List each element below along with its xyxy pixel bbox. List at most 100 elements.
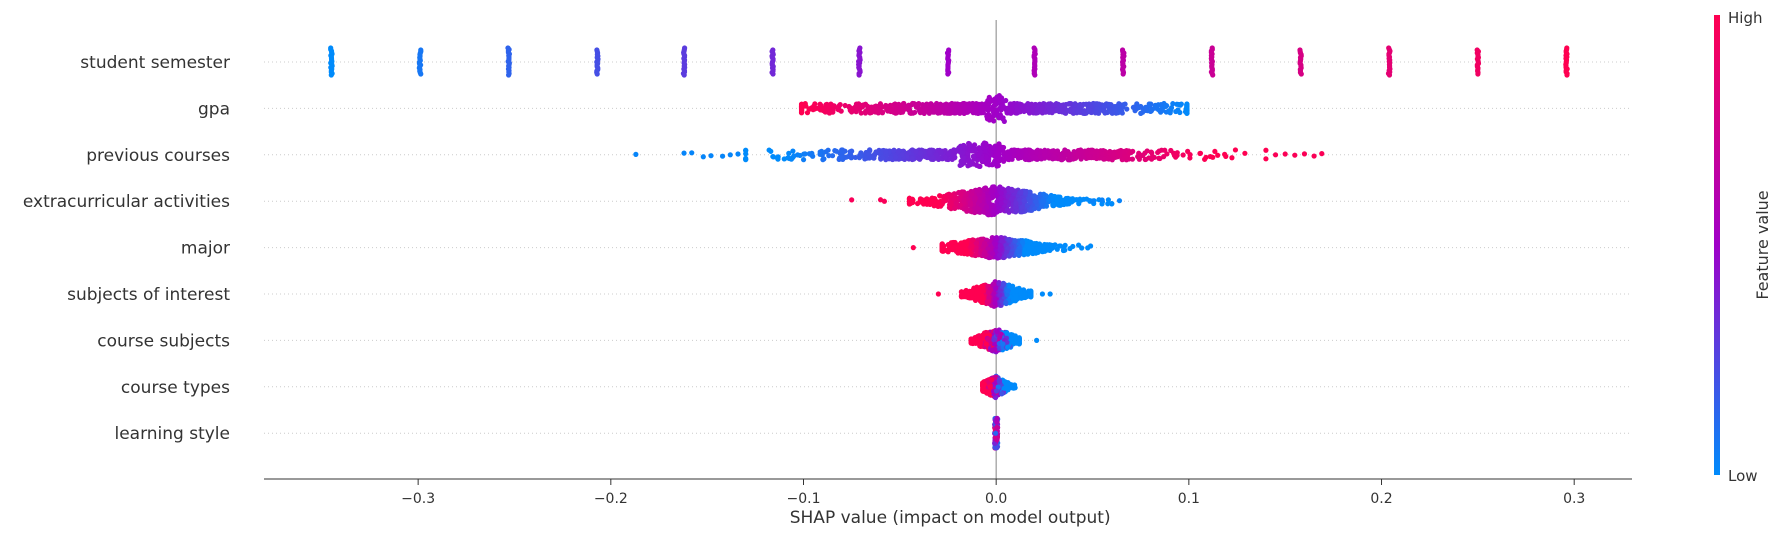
feature-label: learning style xyxy=(114,424,230,444)
shap-point xyxy=(1054,196,1060,203)
shap-point xyxy=(1040,198,1046,205)
shap-point xyxy=(976,152,982,158)
shap-point xyxy=(1177,109,1183,116)
shap-point xyxy=(945,151,951,157)
shap-point xyxy=(963,109,969,115)
shap-point xyxy=(1282,151,1288,157)
shap-point xyxy=(947,105,954,111)
feature-label: subjects of interest xyxy=(67,285,230,305)
shap-point xyxy=(1009,187,1015,194)
shap-point xyxy=(1059,201,1065,208)
shap-point xyxy=(999,238,1005,244)
shap-point xyxy=(1101,103,1107,110)
shap-point xyxy=(1032,205,1038,212)
x-tick-label: 0.2 xyxy=(1370,491,1392,507)
shap-point xyxy=(847,154,854,160)
shap-point xyxy=(890,109,897,115)
x-tick-label: −0.3 xyxy=(401,491,435,507)
shap-point xyxy=(981,252,988,259)
shap-point xyxy=(858,102,864,109)
shap-point xyxy=(1197,150,1203,157)
shap-point xyxy=(1004,330,1010,336)
shap-point xyxy=(1003,300,1009,306)
shap-point xyxy=(1080,108,1087,114)
shap-point xyxy=(994,235,1000,241)
shap-point xyxy=(826,153,832,159)
x-axis-title: SHAP value (impact on model output) xyxy=(790,508,1111,528)
shap-point xyxy=(987,254,993,261)
shap-point xyxy=(1005,245,1011,251)
shap-point xyxy=(997,112,1003,118)
shap-point xyxy=(957,202,963,208)
shap-point xyxy=(1052,242,1058,248)
shap-point xyxy=(1026,247,1032,253)
shap-point xyxy=(800,157,807,163)
shap-point xyxy=(1116,198,1123,204)
shap-point xyxy=(775,156,781,162)
shap-point xyxy=(1207,153,1213,160)
shap-point xyxy=(940,199,947,205)
shap-point xyxy=(963,247,969,253)
shap-point xyxy=(902,105,908,111)
shap-point xyxy=(743,147,749,153)
shap-point xyxy=(986,200,992,206)
shap-point xyxy=(978,106,985,113)
shap-point xyxy=(990,193,996,200)
shap-point xyxy=(984,246,991,252)
shap-point xyxy=(973,240,980,246)
shap-point xyxy=(999,186,1006,192)
shap-point xyxy=(839,154,845,160)
shap-point xyxy=(1005,344,1011,350)
shap-point xyxy=(1232,147,1239,153)
shap-point xyxy=(1039,105,1045,111)
shap-point xyxy=(871,104,877,110)
shap-point xyxy=(858,110,864,116)
shap-point xyxy=(1120,71,1126,77)
shap-point xyxy=(1055,201,1061,208)
shap-point xyxy=(912,101,918,107)
shap-point xyxy=(990,281,996,287)
x-tick-label: 0.0 xyxy=(985,491,1007,507)
shap-point xyxy=(993,285,999,292)
shap-point xyxy=(1144,148,1150,154)
shap-point xyxy=(1054,246,1060,252)
shap-point xyxy=(837,101,843,108)
shap-point xyxy=(1223,153,1229,159)
shap-point xyxy=(957,149,964,155)
shap-point xyxy=(969,288,976,295)
shap-point xyxy=(985,289,991,296)
shap-point xyxy=(594,71,600,77)
shap-point xyxy=(1018,189,1024,195)
shap-point xyxy=(922,107,928,113)
shap-point xyxy=(891,147,897,153)
shap-point xyxy=(976,163,982,169)
shap-point xyxy=(990,145,996,151)
shap-point xyxy=(967,162,973,168)
shap-point xyxy=(985,336,991,342)
feature-labels: student semester gpa previous courses extra… xyxy=(23,53,230,444)
shap-point xyxy=(1003,97,1009,104)
shap-point xyxy=(1168,107,1174,113)
shap-point xyxy=(980,387,986,393)
shap-point xyxy=(1070,198,1076,204)
shap-point xyxy=(972,252,979,259)
shap-point xyxy=(992,341,998,347)
shap-point xyxy=(817,151,823,157)
shap-point xyxy=(1032,194,1038,200)
shap-point xyxy=(1142,156,1148,163)
shap-point xyxy=(1076,242,1082,248)
colorbar-title: Feature value xyxy=(1753,190,1772,299)
shap-point xyxy=(986,294,992,300)
shap-point xyxy=(1019,204,1025,210)
shap-point xyxy=(987,384,993,390)
shap-point xyxy=(974,293,980,299)
shap-point xyxy=(1025,108,1032,114)
shap-point xyxy=(790,148,796,154)
shap-point xyxy=(798,103,805,109)
shap-point xyxy=(1100,108,1106,114)
shap-point xyxy=(917,156,923,162)
shap-point xyxy=(1117,149,1123,155)
shap-point xyxy=(633,151,639,157)
shap-point xyxy=(992,346,998,352)
shap-point xyxy=(893,154,899,160)
